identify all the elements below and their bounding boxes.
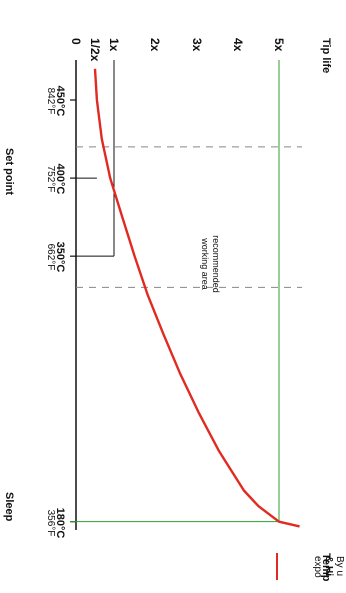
annotation-line-0: recommended: [211, 235, 221, 293]
grid-layer: [70, 60, 302, 530]
legend-text-0: By u: [334, 556, 345, 577]
y-tick-label-1: 1/2x: [88, 38, 102, 62]
y-tick-label-4: 3x: [189, 38, 204, 52]
annotation-line-1: working area: [200, 238, 210, 290]
x-tick-fahrenheit-3: 356°F: [45, 509, 56, 537]
y-tick-label-2: 1x: [107, 38, 121, 52]
x-tick-fahrenheit-2: 662°F: [45, 243, 56, 271]
y-tick-label-5: 4x: [230, 38, 245, 52]
legend-text-2: expo: [312, 556, 323, 578]
y-axis-title: Tip life: [320, 38, 332, 74]
series-line-0: [93, 68, 300, 528]
y-tick-label-3: 2x: [148, 38, 163, 52]
x-tick-fahrenheit-1: 752°F: [45, 165, 56, 193]
x-tick-fahrenheit-0: 842°F: [45, 87, 56, 115]
y-tick-label-0: 0: [69, 38, 83, 45]
x-group-label-0: Set point: [3, 148, 15, 196]
y-tick-label-6: 5x: [272, 38, 286, 52]
marks-layer: [93, 68, 300, 580]
legend-text-1: & Hi: [323, 556, 334, 576]
x-group-label-1: Sleep: [3, 491, 15, 522]
